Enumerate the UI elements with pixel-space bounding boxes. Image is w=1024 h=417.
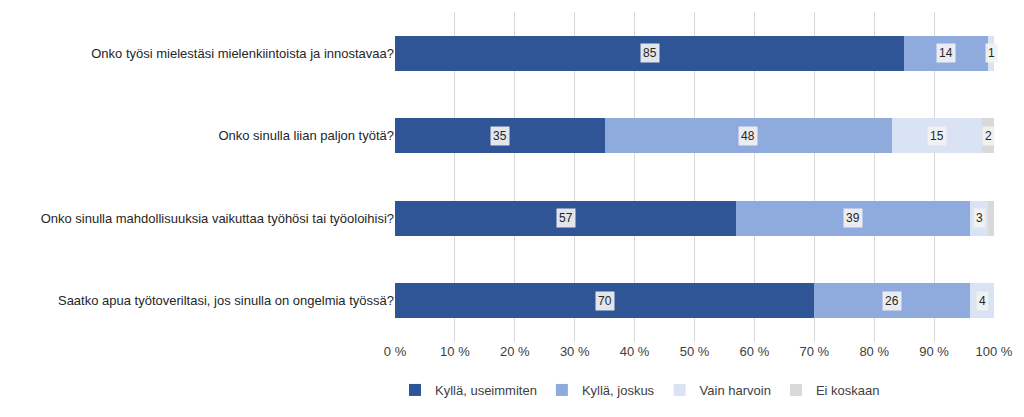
svg-text:40 %: 40 % [620,344,650,359]
svg-text:57: 57 [559,211,573,225]
svg-text:26: 26 [885,294,899,308]
svg-text:90 %: 90 % [919,344,949,359]
svg-text:60 %: 60 % [740,344,770,359]
svg-text:48: 48 [741,129,755,143]
svg-text:30 %: 30 % [560,344,590,359]
svg-text:15: 15 [930,129,944,143]
svg-text:Saatko apua työtoveriltasi, jo: Saatko apua työtoveriltasi, jos sinulla … [58,293,394,308]
svg-text:Kyllä, useimmiten: Kyllä, useimmiten [435,383,537,398]
svg-text:Vain harvoin: Vain harvoin [700,383,771,398]
svg-text:35: 35 [493,129,507,143]
svg-text:3: 3 [976,211,983,225]
svg-text:20 %: 20 % [500,344,530,359]
svg-text:14: 14 [939,46,953,60]
svg-text:Ei koskaan: Ei koskaan [816,383,880,398]
svg-text:85: 85 [643,46,657,60]
svg-text:50 %: 50 % [680,344,710,359]
svg-text:0 %: 0 % [384,344,407,359]
svg-text:2: 2 [985,129,992,143]
svg-text:Onko sinulla mahdollisuuksia v: Onko sinulla mahdollisuuksia vaikuttaa t… [41,211,394,226]
svg-text:Onko sinulla liian paljon työt: Onko sinulla liian paljon työtä? [218,128,394,143]
svg-text:1: 1 [988,46,995,60]
svg-text:10 %: 10 % [440,344,470,359]
svg-text:4: 4 [979,294,986,308]
svg-text:Onko työsi mielestäsi mielenki: Onko työsi mielestäsi mielenkiintoista j… [91,46,394,61]
svg-text:70: 70 [598,294,612,308]
svg-text:80 %: 80 % [859,344,889,359]
svg-text:100 %: 100 % [976,344,1013,359]
svg-text:Kyllä, joskus: Kyllä, joskus [582,383,655,398]
svg-text:70 %: 70 % [799,344,829,359]
svg-text:39: 39 [846,211,860,225]
